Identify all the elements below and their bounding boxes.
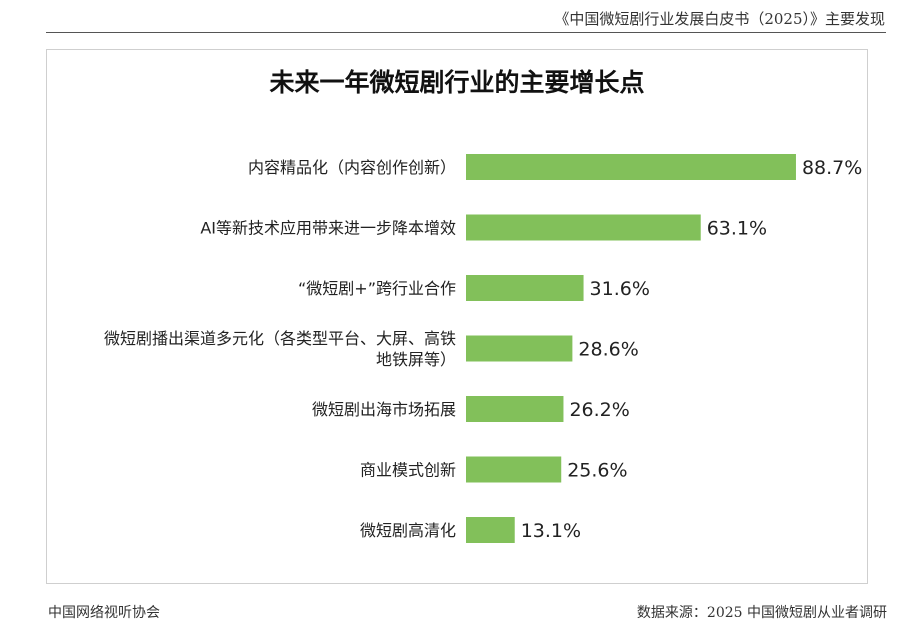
footer-organization: 中国网络视听协会 <box>48 605 160 621</box>
category-label-6: 微短剧高清化 <box>360 521 456 540</box>
header-divider <box>46 32 886 33</box>
bar-3 <box>466 335 573 362</box>
category-label-3-line-1: 地铁屏等） <box>376 350 456 369</box>
value-label-2: 31.6% <box>590 278 650 300</box>
category-label-3-line-0: 微短剧播出渠道多元化（各类型平台、大屏、高铁 <box>104 329 456 348</box>
category-label-5: 商业模式创新 <box>360 461 456 480</box>
document-header-title: 《中国微短剧行业发展白皮书（2025）》主要发现 <box>554 10 885 28</box>
category-label-4: 微短剧出海市场拓展 <box>312 400 456 419</box>
chart-title: 未来一年微短剧行业的主要增长点 <box>269 68 645 97</box>
value-label-1: 63.1% <box>707 218 767 240</box>
bar-1 <box>466 214 701 241</box>
category-label-1: AI等新技术应用带来进一步降本增效 <box>200 219 456 238</box>
bar-0 <box>466 154 796 180</box>
bar-5 <box>466 456 562 483</box>
value-label-4: 26.2% <box>569 399 629 421</box>
value-label-3: 28.6% <box>578 339 638 361</box>
bar-2 <box>466 275 584 301</box>
chart-frame <box>46 49 868 584</box>
value-label-6: 13.1% <box>521 520 581 542</box>
value-label-5: 25.6% <box>567 460 627 482</box>
value-label-0: 88.7% <box>802 157 862 179</box>
bar-4 <box>466 396 564 422</box>
category-label-0: 内容精品化（内容创作创新） <box>248 158 456 177</box>
bar-6 <box>466 517 515 543</box>
category-label-2: “微短剧+”跨行业合作 <box>298 279 456 298</box>
footer-data-source: 数据来源：2025 中国微短剧从业者调研 <box>636 605 887 621</box>
